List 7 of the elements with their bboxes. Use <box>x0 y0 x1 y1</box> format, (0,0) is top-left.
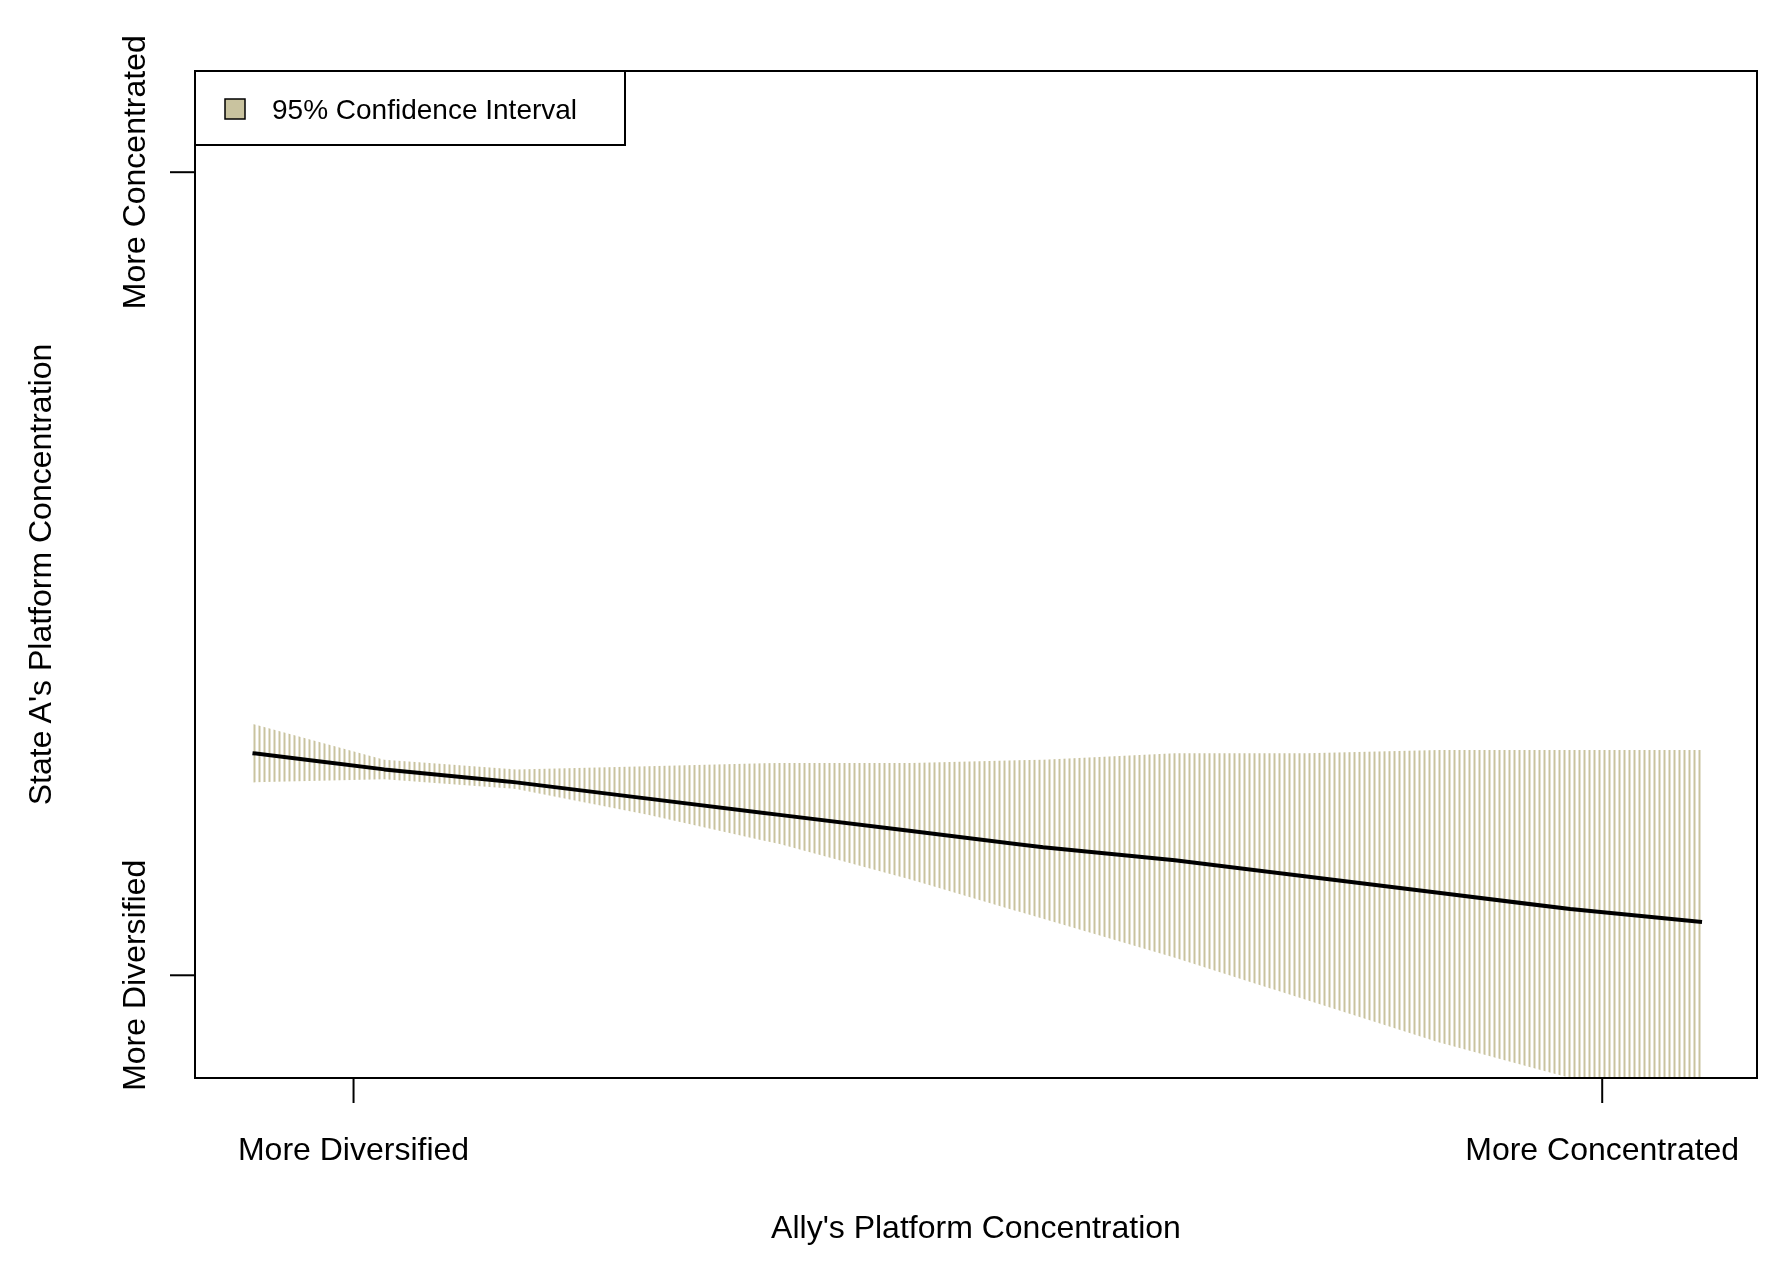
text: More Diversified <box>116 859 152 1091</box>
text: More Concentrated <box>1465 1131 1740 1167</box>
y-axis-title: State A's Platform Concentration <box>22 343 58 806</box>
text: More Diversified <box>237 1131 470 1167</box>
x-axis-title: Ally's Platform Concentration <box>771 1209 1181 1245</box>
text: More Concentrated <box>116 35 152 310</box>
legend-label: 95% Confidence Interval <box>272 94 578 125</box>
